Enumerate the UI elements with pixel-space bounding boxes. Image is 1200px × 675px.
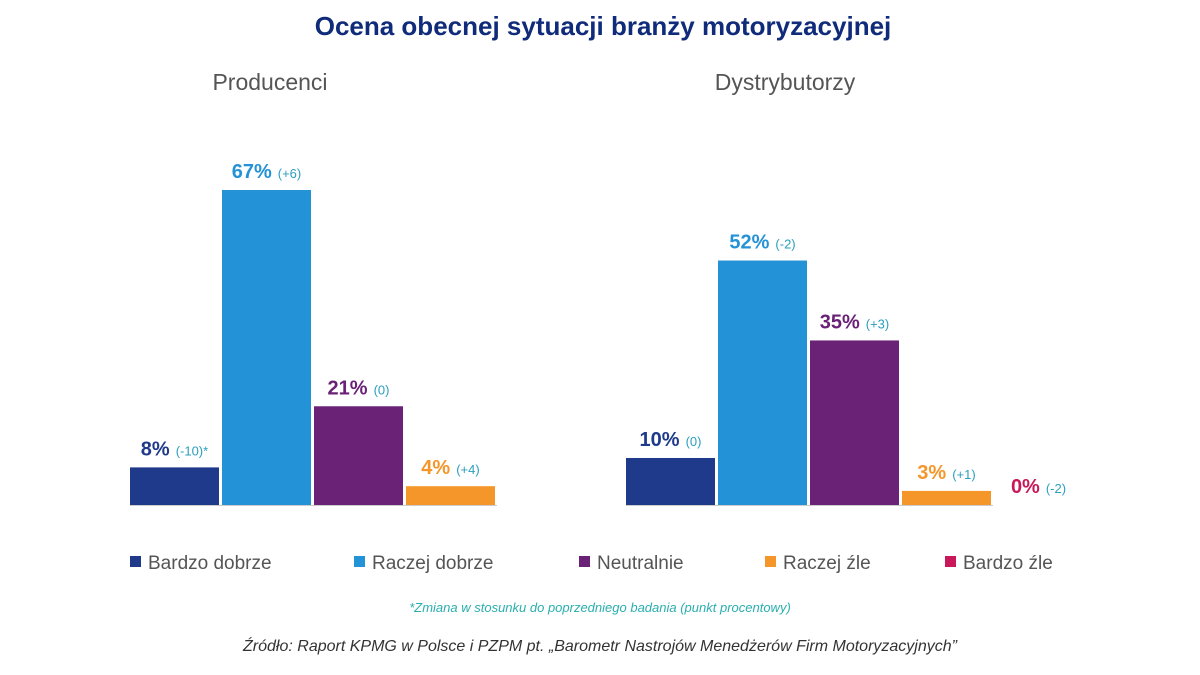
change-label: (+4)	[456, 462, 479, 477]
change-label: (+6)	[278, 166, 301, 181]
label-dystrybutorzy-raczej-zle: 3% (+1)	[917, 462, 975, 484]
legend-swatch-bardzo-zle	[945, 556, 956, 567]
legend-swatch-neutralnie	[579, 556, 590, 567]
legend-swatch-raczej-zle	[765, 556, 776, 567]
bar-dystrybutorzy-neutralnie	[810, 340, 899, 505]
label-dystrybutorzy-bardzo-dobrze: 10% (0)	[640, 429, 702, 451]
change-label: (0)	[686, 434, 702, 449]
bar-dystrybutorzy-bardzo-dobrze	[626, 457, 715, 505]
change-label: (-2)	[1046, 481, 1066, 496]
value-label: 35%	[820, 311, 860, 333]
value-label: 10%	[640, 429, 680, 451]
legend-label-bardzo-zle: Bardzo źle	[963, 553, 1053, 574]
legend-label-neutralnie: Neutralnie	[597, 553, 684, 574]
value-label: 4%	[421, 457, 450, 479]
chart-note: *Zmiana w stosunku do poprzedniego badan…	[409, 600, 791, 615]
group-title-dystrybutorzy: Dystrybutorzy	[715, 69, 856, 95]
legend: Bardzo dobrze Raczej dobrze Neutralnie Racz…	[130, 553, 1053, 574]
bar-producenci-raczej-zle	[406, 486, 495, 505]
change-label: (+1)	[952, 467, 975, 482]
chart-title: Ocena obecnej sytuacji branży motoryzacy…	[315, 11, 892, 41]
value-label: 52%	[729, 232, 769, 254]
change-label: (-2)	[775, 237, 795, 252]
label-dystrybutorzy-neutralnie: 35% (+3)	[820, 311, 890, 333]
value-label: 21%	[328, 377, 368, 399]
value-label: 3%	[917, 462, 946, 484]
legend-label-raczej-dobrze: Raczej dobrze	[372, 553, 493, 574]
bars-layer	[130, 190, 991, 505]
change-label: (0)	[374, 382, 390, 397]
chart-source: Źródło: Raport KPMG w Polsce i PZPM pt. …	[242, 636, 958, 655]
label-producenci-bardzo-dobrze: 8% (-10)*	[141, 438, 208, 460]
bar-dystrybutorzy-raczej-dobrze	[718, 260, 807, 505]
group-title-producenci: Producenci	[212, 69, 327, 95]
bar-producenci-neutralnie	[314, 406, 403, 505]
label-producenci-raczej-dobrze: 67% (+6)	[232, 161, 302, 183]
bar-producenci-raczej-dobrze	[222, 190, 311, 505]
labels-layer: 8% (-10)* 67% (+6) 21% (0) 4% (+4) 10% (0) 52% (-2)…	[141, 161, 1066, 498]
bar-dystrybutorzy-raczej-zle	[902, 490, 991, 505]
legend-swatch-raczej-dobrze	[354, 556, 365, 567]
value-label: 0%	[1011, 476, 1040, 498]
label-dystrybutorzy-bardzo-zle: 0% (-2)	[1011, 476, 1066, 498]
value-label: 67%	[232, 161, 272, 183]
bar-producenci-bardzo-dobrze	[130, 467, 219, 505]
legend-swatch-bardzo-dobrze	[130, 556, 141, 567]
change-label: (-10)*	[176, 443, 209, 458]
label-producenci-raczej-zle: 4% (+4)	[421, 457, 479, 479]
value-label: 8%	[141, 438, 170, 460]
label-dystrybutorzy-raczej-dobrze: 52% (-2)	[729, 232, 795, 254]
label-producenci-neutralnie: 21% (0)	[328, 377, 390, 399]
change-label: (+3)	[866, 316, 889, 331]
legend-label-bardzo-dobrze: Bardzo dobrze	[148, 553, 272, 574]
legend-label-raczej-zle: Raczej źle	[783, 553, 871, 574]
